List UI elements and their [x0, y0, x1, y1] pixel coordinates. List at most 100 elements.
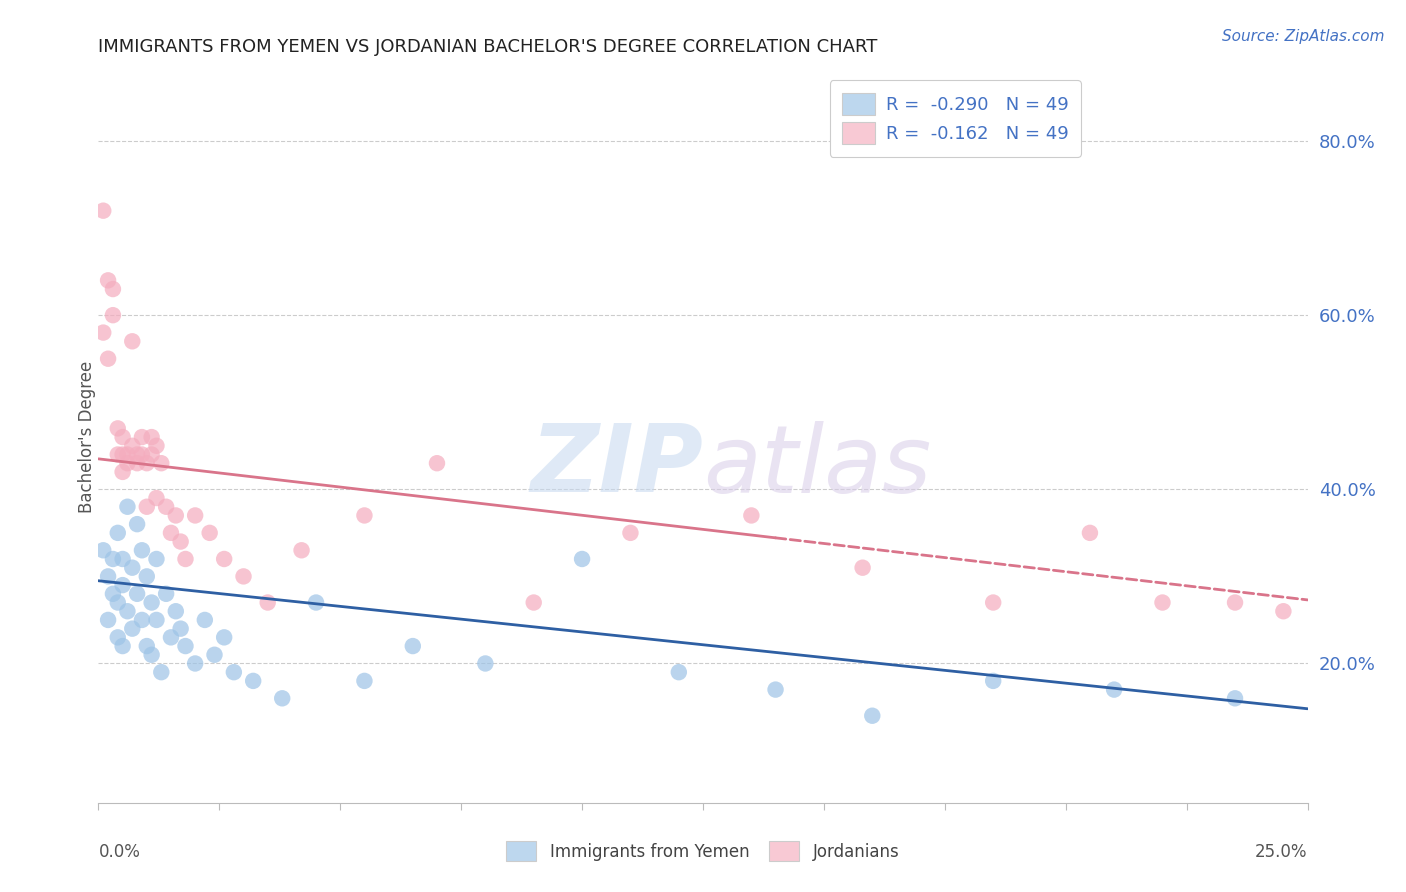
Point — [155, 500, 177, 514]
Point — [135, 569, 157, 583]
Text: IMMIGRANTS FROM YEMEN VS JORDANIAN BACHELOR'S DEGREE CORRELATION CHART: IMMIGRANTS FROM YEMEN VS JORDANIAN BACHE… — [98, 38, 877, 56]
Point — [619, 525, 641, 540]
Point — [150, 456, 173, 470]
Text: ZIP: ZIP — [530, 420, 703, 512]
Point — [111, 430, 134, 444]
Point — [97, 613, 120, 627]
Point — [765, 682, 787, 697]
Point — [169, 534, 191, 549]
Point — [141, 648, 163, 662]
Point — [107, 421, 129, 435]
Point — [174, 639, 197, 653]
Point — [1152, 595, 1174, 609]
Point — [165, 508, 187, 523]
Point — [523, 595, 546, 609]
Point — [101, 552, 124, 566]
Point — [117, 456, 139, 470]
Point — [271, 691, 294, 706]
Point — [198, 525, 221, 540]
Point — [111, 578, 134, 592]
Point — [111, 552, 134, 566]
Point — [107, 631, 129, 645]
Point — [117, 500, 139, 514]
Y-axis label: Bachelor's Degree: Bachelor's Degree — [79, 361, 96, 513]
Point — [212, 552, 235, 566]
Point — [127, 456, 149, 470]
Point — [212, 631, 235, 645]
Point — [184, 657, 207, 671]
Point — [101, 587, 124, 601]
Text: Source: ZipAtlas.com: Source: ZipAtlas.com — [1222, 29, 1385, 44]
Point — [117, 448, 139, 462]
Point — [160, 631, 183, 645]
Point — [141, 595, 163, 609]
Point — [860, 708, 883, 723]
Point — [131, 430, 153, 444]
Point — [141, 448, 163, 462]
Point — [121, 334, 143, 349]
Point — [127, 517, 149, 532]
Point — [402, 639, 425, 653]
Point — [852, 560, 875, 574]
Point — [127, 448, 149, 462]
Point — [571, 552, 593, 566]
Point — [91, 543, 114, 558]
Point — [204, 648, 226, 662]
Point — [97, 273, 120, 287]
Point — [474, 657, 496, 671]
Point — [150, 665, 173, 680]
Legend: Immigrants from Yemen, Jordanians: Immigrants from Yemen, Jordanians — [494, 828, 912, 875]
Point — [668, 665, 690, 680]
Point — [131, 543, 153, 558]
Point — [145, 491, 167, 505]
Point — [111, 448, 134, 462]
Point — [141, 430, 163, 444]
Point — [1102, 682, 1125, 697]
Point — [117, 604, 139, 618]
Point — [121, 439, 143, 453]
Point — [353, 673, 375, 688]
Point — [97, 351, 120, 366]
Point — [740, 508, 762, 523]
Point — [426, 456, 449, 470]
Point — [91, 326, 114, 340]
Point — [121, 560, 143, 574]
Point — [111, 465, 134, 479]
Point — [111, 639, 134, 653]
Point — [1272, 604, 1295, 618]
Point — [145, 552, 167, 566]
Legend: R =  -0.290   N = 49, R =  -0.162   N = 49: R = -0.290 N = 49, R = -0.162 N = 49 — [830, 80, 1081, 157]
Point — [1078, 525, 1101, 540]
Point — [1223, 691, 1246, 706]
Point — [127, 587, 149, 601]
Point — [194, 613, 217, 627]
Point — [232, 569, 254, 583]
Point — [107, 448, 129, 462]
Point — [131, 448, 153, 462]
Point — [135, 639, 157, 653]
Point — [169, 622, 191, 636]
Point — [184, 508, 207, 523]
Point — [353, 508, 375, 523]
Text: 25.0%: 25.0% — [1256, 843, 1308, 861]
Point — [145, 613, 167, 627]
Point — [135, 456, 157, 470]
Point — [981, 673, 1004, 688]
Point — [1223, 595, 1246, 609]
Point — [135, 500, 157, 514]
Text: 0.0%: 0.0% — [98, 843, 141, 861]
Point — [155, 587, 177, 601]
Point — [222, 665, 245, 680]
Point — [107, 595, 129, 609]
Point — [242, 673, 264, 688]
Point — [305, 595, 328, 609]
Point — [97, 569, 120, 583]
Point — [121, 622, 143, 636]
Point — [145, 439, 167, 453]
Point — [101, 282, 124, 296]
Point — [165, 604, 187, 618]
Point — [981, 595, 1004, 609]
Point — [107, 525, 129, 540]
Point — [290, 543, 312, 558]
Text: atlas: atlas — [703, 421, 931, 512]
